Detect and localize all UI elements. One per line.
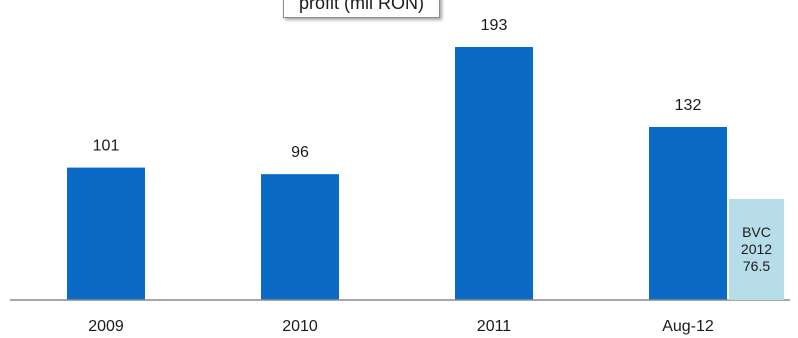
bvc-2012-annotation: BVC 2012 76.5 (729, 199, 784, 300)
value-label-Aug-12: 132 (675, 97, 702, 114)
category-label-2009: 2009 (88, 318, 124, 335)
category-label-Aug-12: Aug-12 (662, 318, 714, 335)
annotation-line-2: 2012 (740, 241, 773, 257)
value-label-2009: 101 (93, 138, 120, 155)
bar-2011 (455, 47, 533, 300)
value-labels-group: 101 96 193 132 (93, 17, 702, 161)
bars-group (67, 47, 727, 300)
chart-title: profit (mil RON) (283, 0, 440, 18)
bar-2010 (261, 174, 339, 300)
annotation-line-3: 76.5 (742, 258, 771, 274)
bar-Aug-12 (649, 126, 727, 300)
value-label-2010: 96 (291, 144, 309, 161)
category-labels-group: 2009 2010 2011 Aug-12 (88, 318, 714, 335)
annotation-line-1: BVC (742, 224, 771, 240)
value-label-2011: 193 (481, 17, 508, 34)
category-label-2010: 2010 (282, 318, 318, 335)
bar-2009 (67, 167, 145, 300)
category-label-2011: 2011 (477, 318, 512, 335)
